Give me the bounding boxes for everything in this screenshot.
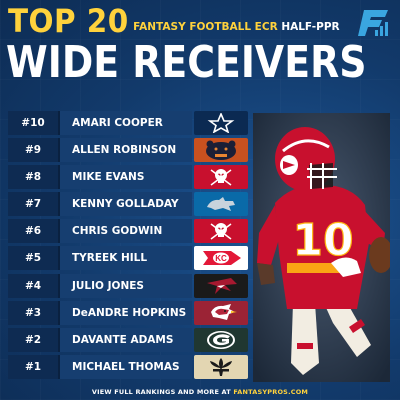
ranking-row: #7 KENNY GOLLADAY [8,192,248,217]
main-title: WIDE RECEIVERS [6,37,367,88]
packers-g-icon [194,327,248,352]
ranking-row: #5 TYREEK HILL KC [8,246,248,271]
rank-number: #7 [24,198,42,211]
player-name: AMARI COOPER [72,117,163,129]
lions-logo-icon [194,192,248,217]
cowboys-star-icon [194,111,248,135]
player-name: ALLEN ROBINSON [72,144,177,157]
ranking-row: #2 DAVANTE ADAMS [8,327,248,352]
footer-site-link[interactable]: FANTASYPROS.COM [233,388,309,396]
player-illustration: 10 [253,113,390,382]
subtitle-ppr: HALF-PPR [281,21,340,33]
fantasypros-logo-icon [358,10,388,36]
player-photo: 10 [253,113,390,382]
ranking-row: #8 MIKE EVANS [8,165,248,190]
footer: VIEW FULL RANKINGS AND MORE AT FANTASYPR… [0,388,400,396]
cardinals-logo-icon [194,300,248,325]
player-name: JULIO JONES [72,279,144,292]
player-name: DeANDRE HOPKINS [72,306,187,319]
rank-number: #10 [21,117,45,129]
player-name: MIKE EVANS [72,171,145,184]
chiefs-arrowhead-icon: KC [194,246,248,271]
buccaneers-flag-icon [194,219,248,244]
ranking-row: #10 AMARI COOPER [8,111,248,135]
top-20-label: TOP 20 [8,2,129,40]
ranking-row: #4 JULIO JONES [8,273,248,298]
rank-number: #1 [24,360,42,373]
rank-number: #9 [24,144,42,157]
footer-text: VIEW FULL RANKINGS AND MORE AT [91,388,234,396]
player-name: KENNY GOLLADAY [72,198,179,211]
player-name: DAVANTE ADAMS [72,333,174,346]
ranking-row: #1 MICHAEL THOMAS [8,354,248,379]
ranking-row: #9 ALLEN ROBINSON [8,138,248,163]
rank-number: #3 [24,306,42,319]
subtitle-ecr: FANTASY FOOTBALL ECR [133,21,278,33]
player-name: MICHAEL THOMAS [72,360,180,373]
rankings-list: #10 AMARI COOPER #9 ALLEN ROBINSON #8 MI… [8,111,248,382]
rank-number: #2 [24,333,42,346]
falcons-logo-icon [194,273,248,298]
rank-number: #8 [24,171,42,184]
ranking-row: #6 CHRIS GODWIN [8,219,248,244]
rank-number: #6 [24,225,42,238]
jersey-number: 10 [292,215,353,266]
ranking-row: #3 DeANDRE HOPKINS [8,300,248,325]
title-top: TOP 20 FANTASY FOOTBALL ECR HALF-PPR [8,4,340,38]
svg-text:KC: KC [215,254,227,263]
rank-number: #5 [24,252,42,265]
saints-fleur-icon [194,354,248,379]
player-name: TYREEK HILL [72,252,148,265]
bears-logo-icon [194,138,248,163]
rank-number: #4 [24,279,42,292]
player-name: CHRIS GODWIN [72,225,163,238]
buccaneers-flag-icon [194,165,248,190]
subtitle: FANTASY FOOTBALL ECR HALF-PPR [133,21,339,33]
